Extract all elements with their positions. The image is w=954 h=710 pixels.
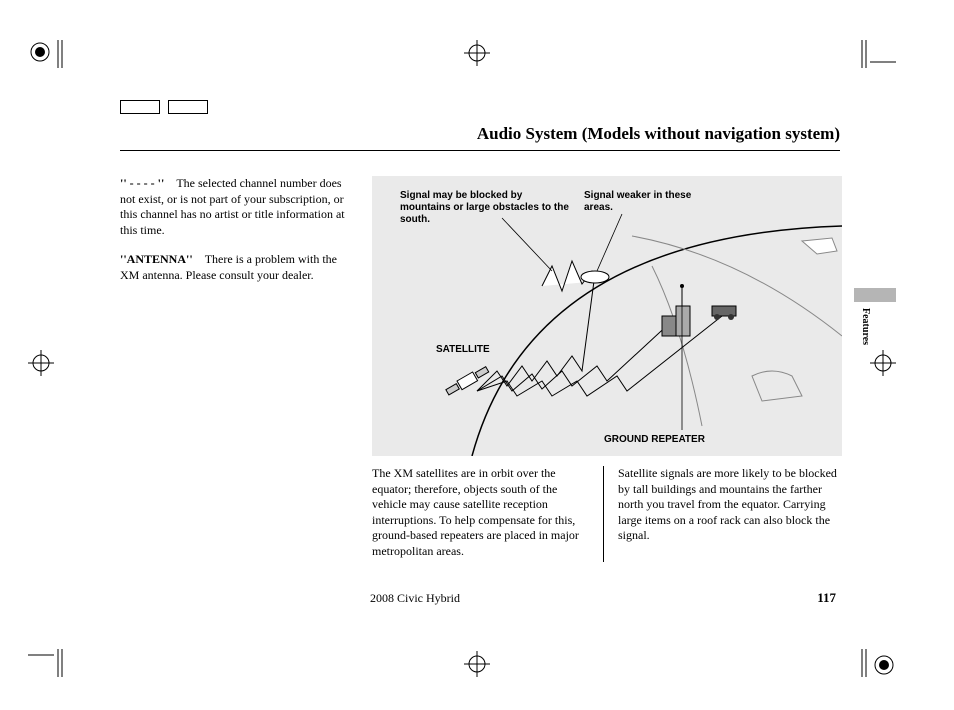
title-rule [120, 150, 840, 151]
reg-mark-tl [28, 40, 68, 85]
tab-box [168, 100, 208, 114]
page-title: Audio System (Models without navigation … [120, 124, 840, 146]
page-number: 117 [817, 590, 836, 606]
satellite-diagram: Signal may be blocked by mountains or la… [372, 176, 842, 456]
reg-mark-mr [870, 350, 896, 381]
side-tab [854, 288, 896, 302]
error-dashes: '' - - - - '' The selected channel numbe… [120, 176, 350, 238]
error-antenna: ''ANTENNA'' There is a problem with the … [120, 252, 350, 283]
reg-mark-bl [28, 637, 68, 682]
tab-box [120, 100, 160, 114]
footer-model: 2008 Civic Hybrid [370, 591, 460, 606]
column-divider [603, 466, 604, 562]
reg-mark-tc [464, 40, 490, 71]
reg-mark-ml [28, 350, 54, 381]
title-area: Audio System (Models without navigation … [120, 124, 840, 151]
right-column: Satellite signals are more likely to be … [610, 466, 840, 544]
lead-text: '' - - - - '' [120, 176, 164, 190]
left-column: '' - - - - '' The selected channel numbe… [120, 176, 350, 298]
lead-text: ''ANTENNA'' [120, 252, 193, 266]
side-label: Features [860, 308, 871, 345]
reg-mark-tr [856, 40, 896, 85]
reg-mark-bc [464, 651, 490, 682]
header-tabs [120, 100, 212, 119]
reg-mark-br [856, 637, 896, 682]
diagram-svg [372, 176, 842, 456]
middle-column: The XM satellites are in orbit over the … [372, 466, 596, 560]
